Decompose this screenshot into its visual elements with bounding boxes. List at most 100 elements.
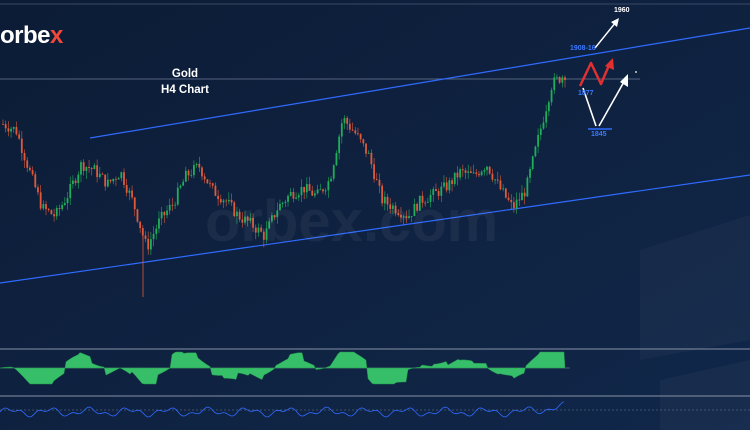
- candle-body: [120, 172, 123, 179]
- candle-body: [469, 171, 472, 173]
- candle-body: [139, 221, 142, 229]
- candle-body: [252, 217, 254, 228]
- candle-body: [475, 172, 478, 174]
- candle-body: [42, 204, 45, 209]
- candle-body: [15, 127, 18, 135]
- candle-body: [219, 199, 222, 203]
- candle-body: [201, 167, 203, 177]
- candle-body: [104, 174, 107, 187]
- candle-body: [80, 162, 82, 175]
- candle-body: [131, 190, 133, 198]
- candle-body: [69, 184, 72, 199]
- candle-body: [515, 199, 518, 209]
- candle-body: [176, 187, 179, 205]
- candle-body: [539, 128, 542, 135]
- candle-body: [499, 180, 502, 190]
- candle-body: [273, 215, 276, 218]
- candle-body: [413, 203, 416, 217]
- candle-body: [155, 228, 158, 234]
- candle-body: [340, 123, 343, 137]
- candle-body: [55, 208, 58, 217]
- candle-body: [424, 202, 427, 204]
- candle-body: [459, 169, 462, 178]
- candle-body: [37, 187, 39, 193]
- candle-body: [190, 175, 193, 176]
- candle-body: [351, 129, 354, 131]
- candle-body: [370, 152, 373, 165]
- white-up-path: [598, 79, 626, 127]
- candle-body: [144, 235, 147, 239]
- candle-body: [375, 179, 378, 180]
- candle-body: [182, 181, 185, 186]
- level-support: 1845: [591, 131, 607, 138]
- title-line-1: Gold: [171, 68, 199, 80]
- title-line-2: H4 Chart: [161, 84, 209, 96]
- candle-body: [362, 139, 365, 144]
- candle-body: [276, 210, 279, 218]
- candle-body: [88, 166, 90, 169]
- brand-logo: orbex: [0, 22, 63, 50]
- candle-body: [238, 211, 241, 220]
- candle-body: [324, 190, 327, 192]
- candle-body: [421, 195, 424, 203]
- white-target-arrow: [594, 21, 617, 49]
- candle-body: [265, 228, 268, 240]
- candle-body: [284, 201, 287, 203]
- oscillator-line: [0, 401, 565, 418]
- candle-body: [542, 122, 545, 129]
- candle-body: [28, 167, 31, 171]
- candle-body: [214, 185, 217, 196]
- candle-body: [418, 195, 421, 211]
- candle-body: [311, 190, 314, 196]
- candle-body: [429, 194, 432, 202]
- candle-body: [184, 170, 187, 182]
- candle-body: [561, 77, 564, 83]
- candle-body: [556, 77, 558, 78]
- candle-body: [101, 173, 104, 175]
- candle-body: [109, 179, 112, 182]
- candle-body: [448, 180, 451, 191]
- candle-body: [128, 190, 131, 193]
- candle-body: [117, 178, 120, 180]
- candle-body: [529, 169, 531, 178]
- candle-body: [115, 178, 117, 180]
- candle-body: [98, 173, 101, 177]
- candle-body: [494, 179, 496, 181]
- watermark: orbex.com: [205, 189, 499, 254]
- candle-body: [394, 205, 397, 214]
- candle-body: [343, 118, 346, 124]
- candle-body: [63, 203, 66, 206]
- candle-body: [365, 143, 367, 154]
- candle-body: [513, 202, 515, 209]
- candle-body: [378, 179, 381, 186]
- candle-body: [106, 179, 109, 187]
- candle-body: [166, 210, 168, 216]
- candle-body: [461, 169, 464, 171]
- candle-body: [82, 162, 85, 171]
- candle-body: [61, 205, 64, 209]
- candle-body: [483, 170, 486, 172]
- candle-body: [90, 168, 93, 170]
- candle-body: [260, 227, 263, 232]
- level-target-high: 1960: [614, 7, 630, 14]
- red-scenario-path: [578, 61, 612, 87]
- candle-body: [193, 165, 195, 176]
- candle-body: [478, 173, 480, 176]
- candle-body: [300, 186, 303, 196]
- candle-body: [222, 200, 225, 203]
- candle-body: [389, 204, 392, 209]
- red-arrowhead: [605, 58, 614, 70]
- candle-body: [198, 163, 201, 168]
- candle-body: [526, 177, 529, 197]
- candle-body: [305, 184, 308, 193]
- candle-body: [66, 198, 69, 204]
- logo-text: orbe: [0, 22, 51, 49]
- candle-body: [537, 134, 540, 147]
- candle-body: [297, 195, 300, 198]
- candle-body: [227, 199, 230, 202]
- candle-body: [18, 134, 21, 139]
- white-arrowhead-up: [620, 74, 628, 87]
- candle-body: [163, 211, 166, 216]
- candle-body: [292, 191, 295, 199]
- candle-body: [74, 180, 77, 184]
